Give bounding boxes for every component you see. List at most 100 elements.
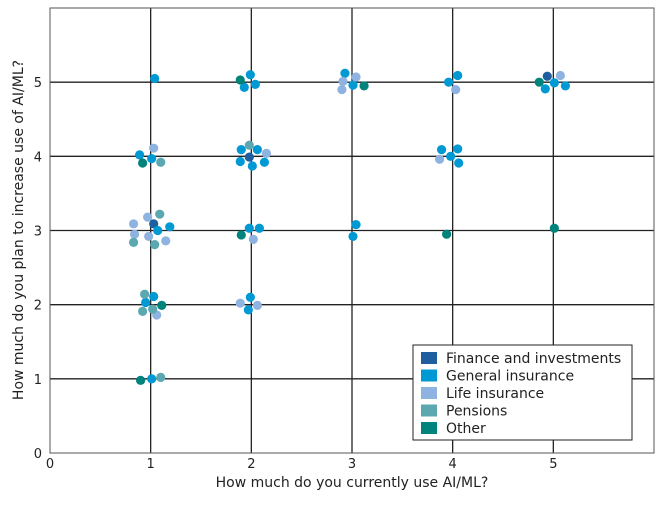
data-point-general-insurance — [149, 291, 159, 302]
data-point-other — [534, 77, 544, 87]
data-point-life-insurance — [337, 84, 347, 95]
x-tick-label: 2 — [247, 457, 255, 472]
data-point-general-insurance — [244, 223, 254, 233]
data-point-pensions — [138, 306, 148, 316]
data-point-general-insurance — [147, 153, 157, 164]
x-axis-label: How much do you currently use AI/ML? — [216, 475, 489, 491]
data-point-life-insurance — [555, 70, 565, 81]
legend-swatch — [421, 387, 437, 399]
data-point-general-insurance — [254, 223, 264, 233]
data-point-life-insurance — [351, 72, 361, 82]
legend-label: General insurance — [446, 369, 574, 385]
data-point-other — [138, 158, 148, 168]
y-axis-label: How much do you plan to increase use of … — [11, 60, 27, 400]
data-point-other — [236, 230, 246, 240]
data-point-general-insurance — [153, 225, 163, 236]
data-point-pensions — [156, 372, 166, 382]
data-point-life-insurance — [129, 229, 140, 239]
legend-label: Finance and investments — [446, 351, 621, 367]
data-point-life-insurance — [143, 212, 153, 222]
y-tick-label: 4 — [34, 150, 42, 165]
data-point-general-insurance — [348, 231, 358, 242]
data-point-other — [442, 229, 452, 239]
y-tick-label: 0 — [34, 447, 42, 462]
data-point-general-insurance — [165, 222, 175, 232]
legend: Finance and investments General insurance… — [412, 344, 633, 441]
data-point-general-insurance — [252, 145, 262, 155]
data-point-life-insurance — [434, 154, 445, 164]
data-point-life-insurance — [144, 231, 154, 242]
x-tick-label: 0 — [46, 457, 54, 472]
data-point-general-insurance — [340, 68, 350, 78]
data-point-other — [136, 375, 146, 385]
x-tick-label: 4 — [449, 457, 457, 472]
data-point-general-insurance — [348, 80, 358, 90]
y-tick-label: 1 — [34, 373, 42, 388]
legend-swatch — [421, 352, 437, 364]
data-point-general-insurance — [245, 292, 255, 302]
data-point-pensions — [128, 237, 139, 247]
data-point-pensions — [155, 209, 165, 219]
data-point-pensions — [148, 304, 158, 314]
data-point-general-insurance — [351, 219, 361, 230]
data-point-general-insurance — [454, 158, 464, 168]
legend-swatch — [421, 422, 437, 434]
data-point-pensions — [156, 157, 166, 167]
data-point-general-insurance — [239, 82, 249, 92]
data-point-general-insurance — [436, 145, 447, 155]
legend-swatch — [421, 369, 437, 382]
data-point-general-insurance — [259, 157, 270, 167]
x-tick-label: 1 — [147, 457, 155, 472]
data-point-general-insurance — [150, 73, 160, 84]
data-point-general-insurance — [134, 150, 145, 160]
y-tick-label: 2 — [34, 299, 42, 314]
legend-box — [412, 344, 633, 441]
tick-labels: 0 1 2 3 4 5 0 1 2 3 4 5 — [34, 76, 558, 472]
data-point-general-insurance — [236, 145, 246, 155]
y-tick-label: 3 — [34, 225, 42, 240]
data-point-general-insurance — [245, 70, 255, 80]
x-tick-label: 5 — [549, 457, 557, 472]
data-point-general-insurance — [453, 144, 463, 154]
data-point-pensions — [244, 140, 254, 150]
data-point-general-insurance — [540, 84, 550, 94]
y-tick-label: 5 — [34, 76, 42, 91]
data-point-other — [157, 300, 167, 311]
legend-swatch — [421, 404, 437, 417]
data-point-other — [359, 81, 369, 91]
data-point-life-insurance — [248, 234, 258, 244]
data-point-finance-and-investments — [149, 219, 159, 229]
data-point-life-insurance — [252, 300, 262, 311]
data-point-life-insurance — [261, 148, 272, 158]
data-point-life-insurance — [235, 298, 245, 308]
data-point-life-insurance — [338, 76, 348, 87]
data-point-general-insurance — [453, 70, 463, 81]
plot-frame — [49, 7, 655, 454]
data-point-general-insurance — [235, 156, 245, 167]
data-point-general-insurance — [250, 79, 260, 89]
data-point-other — [235, 75, 245, 85]
data-point-general-insurance — [560, 81, 571, 91]
legend-label: Life insurance — [446, 386, 544, 402]
data-point-pensions — [150, 239, 160, 250]
data-point-life-insurance — [451, 84, 461, 95]
data-point-general-insurance — [243, 305, 253, 315]
data-point-pensions — [140, 289, 150, 299]
data-point-general-insurance — [446, 151, 456, 161]
legend-label: Other — [446, 421, 486, 437]
data-point-general-insurance — [549, 78, 559, 88]
data-point-general-insurance — [147, 374, 157, 384]
x-tick-label: 3 — [348, 457, 356, 472]
data-point-other — [549, 223, 559, 233]
data-point-general-insurance — [444, 77, 454, 87]
data-point-general-insurance — [247, 161, 257, 171]
data-point-general-insurance — [141, 297, 151, 308]
data-point-finance-and-investments — [244, 152, 254, 162]
data-point-life-insurance — [149, 143, 159, 153]
data-point-finance-and-investments — [542, 71, 552, 81]
legend-label: Pensions — [446, 404, 507, 420]
data-point-life-insurance — [128, 219, 139, 229]
data-point-life-insurance — [161, 236, 171, 246]
